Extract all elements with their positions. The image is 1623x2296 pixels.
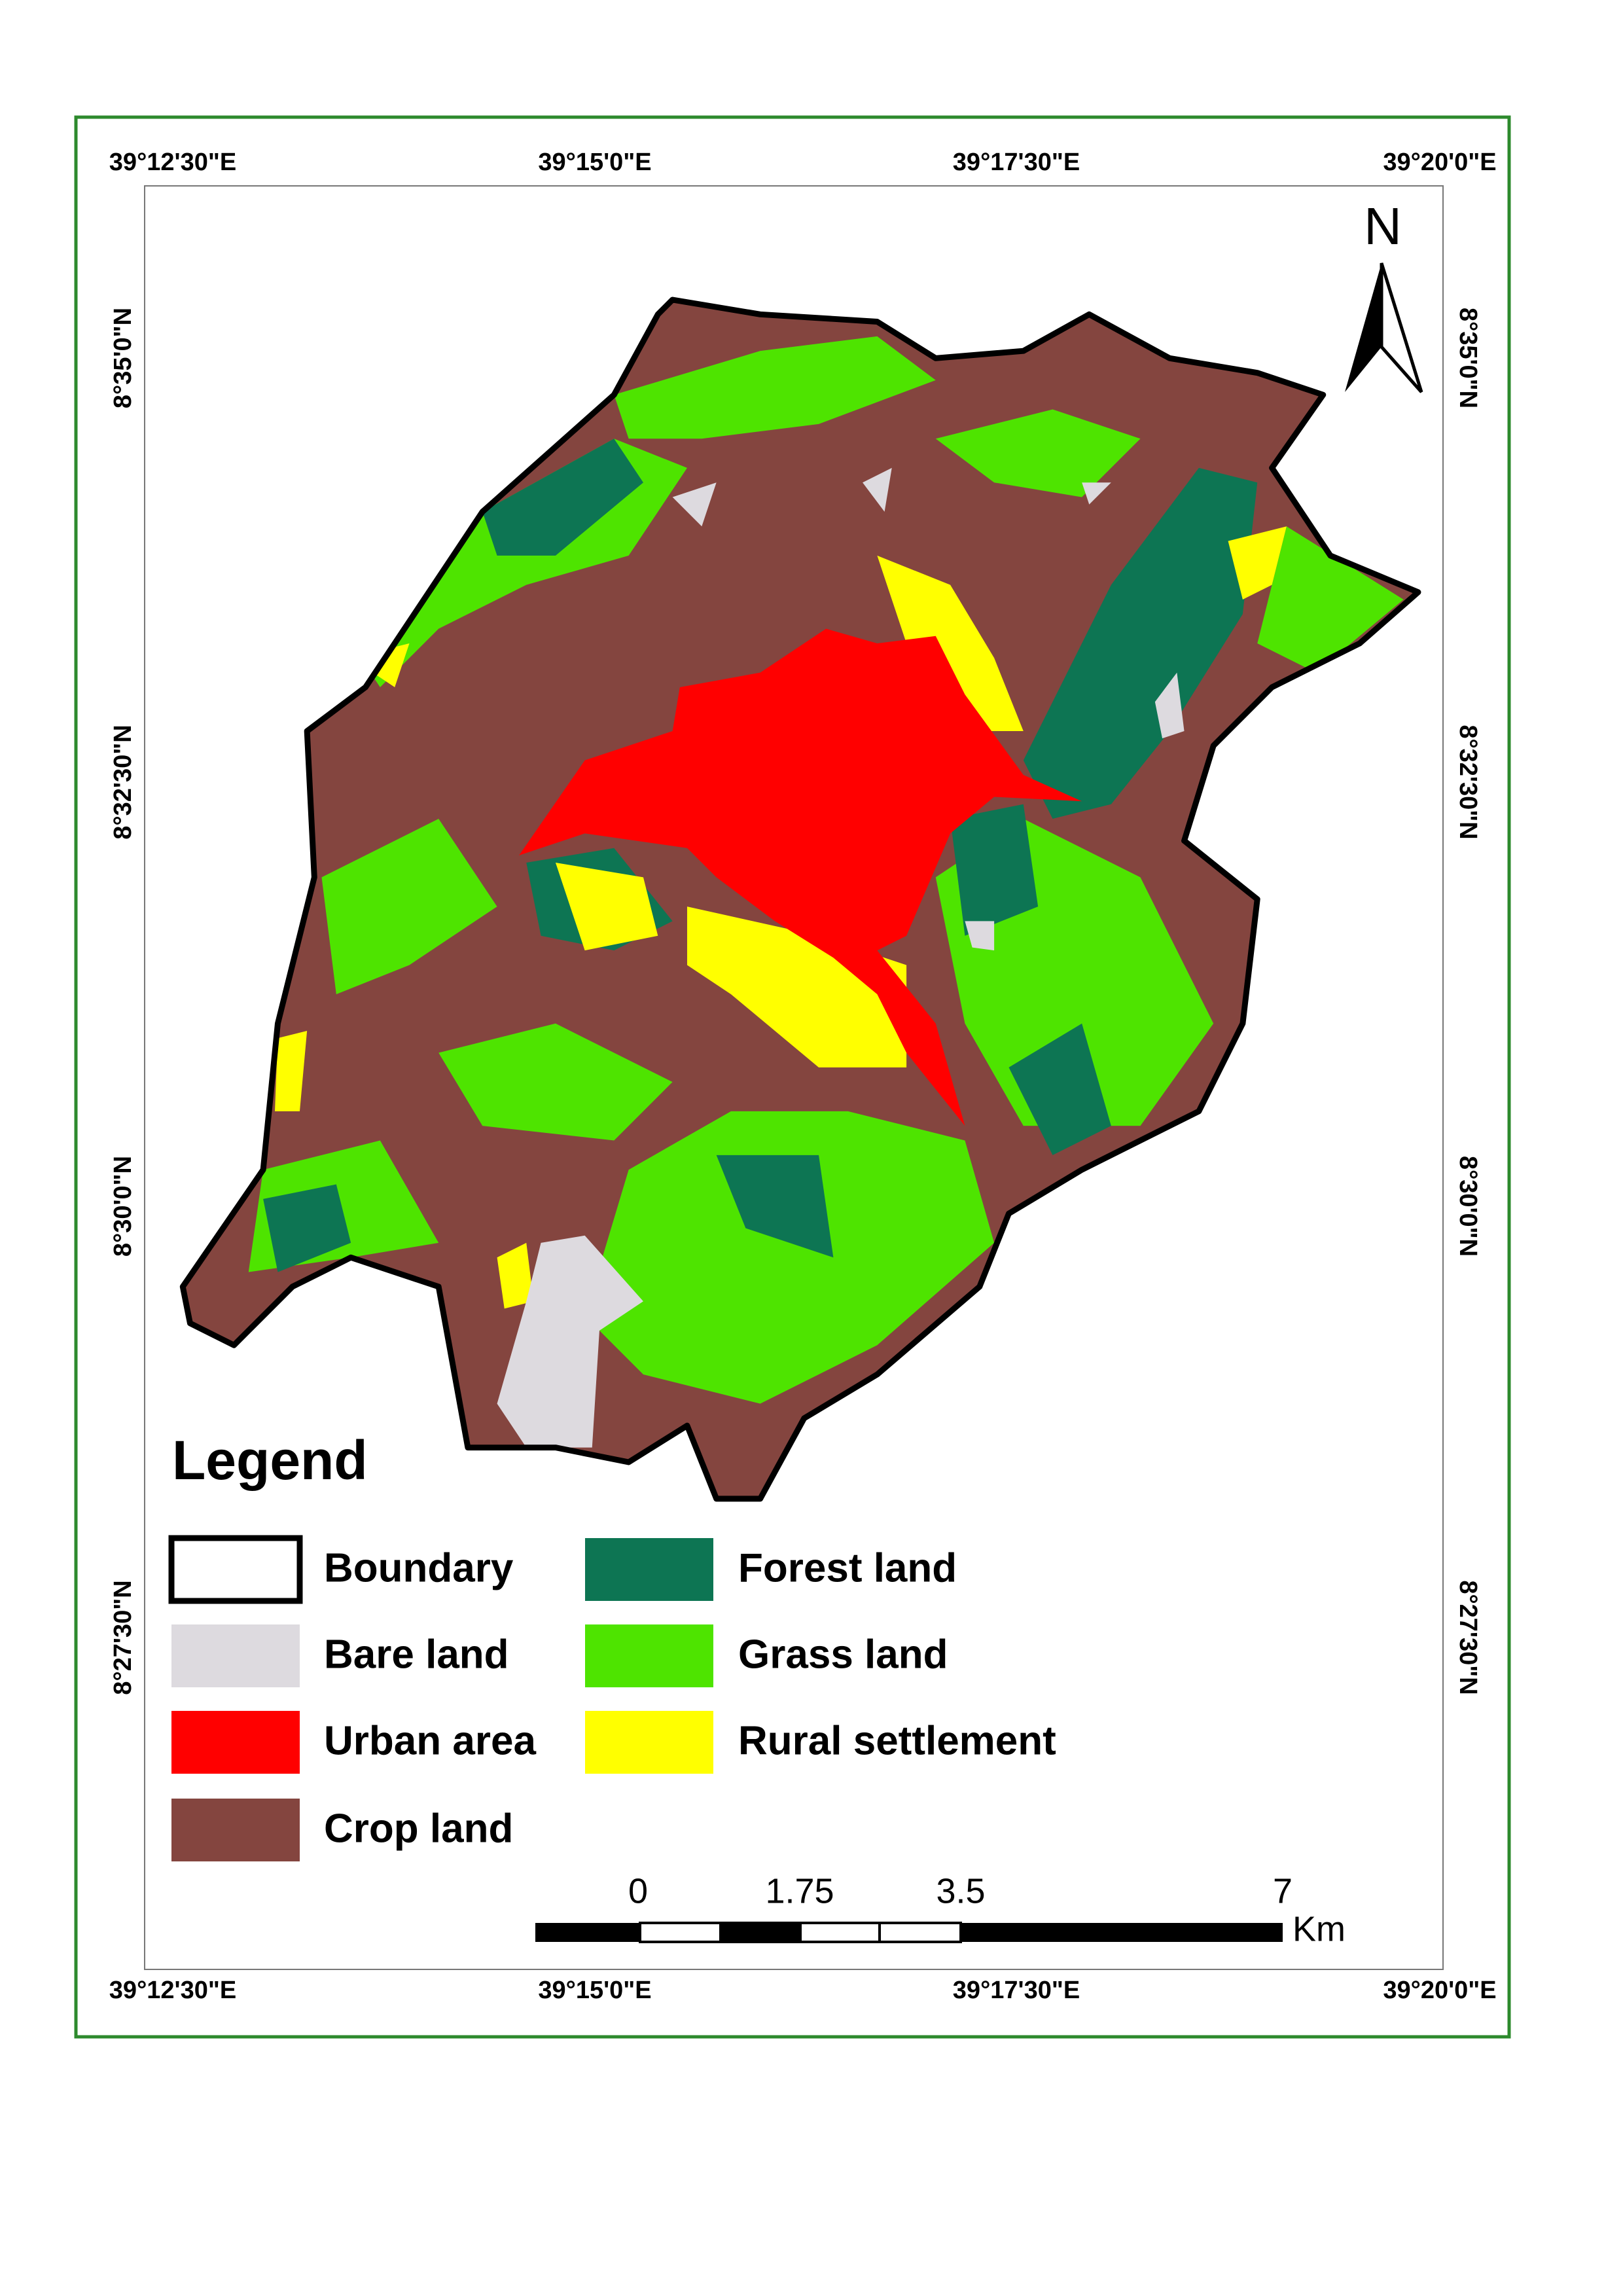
rural-patch bbox=[555, 863, 658, 951]
bottom-coord-label: 39°12'30"E bbox=[109, 1977, 236, 2004]
top-coord-label: 39°17'30"E bbox=[953, 149, 1080, 176]
legend-swatch bbox=[585, 1624, 713, 1687]
scale-segment bbox=[878, 1922, 962, 1943]
rural-patch bbox=[274, 1030, 308, 1111]
forest-patch bbox=[716, 1155, 834, 1258]
legend-label: Crop land bbox=[324, 1806, 513, 1851]
scale-label: 0 bbox=[628, 1871, 648, 1910]
legend-label: Forest land bbox=[738, 1545, 957, 1590]
land-cover-map bbox=[146, 278, 1462, 1520]
top-coord-label: 39°12'30"E bbox=[109, 149, 236, 176]
bare-patch bbox=[497, 1235, 643, 1448]
top-coord-label: 39°15'0"E bbox=[538, 149, 651, 176]
forest-patch bbox=[263, 1184, 351, 1272]
outer-frame bbox=[74, 115, 1511, 2039]
left-coord-label: 8°27'30"N bbox=[109, 1580, 137, 1695]
grass-patch bbox=[614, 336, 936, 439]
left-coord-label: 8°32'30"N bbox=[109, 725, 137, 839]
legend-swatch bbox=[171, 1624, 300, 1687]
top-coord-label: 39°20'0"E bbox=[1383, 149, 1496, 176]
scale-segment bbox=[535, 1923, 640, 1942]
forest-patch bbox=[950, 804, 1039, 936]
neatline bbox=[144, 185, 1444, 1970]
bare-patch bbox=[672, 482, 717, 527]
bottom-coord-label: 39°20'0"E bbox=[1383, 1977, 1496, 2004]
left-coord-label: 8°30'0"N bbox=[109, 1156, 137, 1257]
grass-patch bbox=[1257, 526, 1404, 673]
legend-label: Urban area bbox=[324, 1718, 536, 1763]
legend-label: Rural settlement bbox=[738, 1718, 1056, 1763]
scale-segment bbox=[719, 1923, 800, 1942]
right-coord-label: 8°30'0"N bbox=[1454, 1156, 1482, 1257]
bare-patch bbox=[965, 921, 995, 951]
bare-patch bbox=[863, 467, 892, 512]
rural-patch bbox=[1228, 526, 1287, 600]
legend-label: Boundary bbox=[324, 1545, 514, 1590]
rural-patch bbox=[497, 1242, 534, 1309]
bottom-coord-label: 39°17'30"E bbox=[953, 1977, 1080, 2004]
right-coord-label: 8°35'0"N bbox=[1454, 308, 1482, 408]
grass-patch bbox=[935, 409, 1141, 497]
right-coord-label: 8°27'30"N bbox=[1454, 1580, 1482, 1695]
legend-label: Bare land bbox=[324, 1632, 509, 1677]
scale-label: 1.75 bbox=[765, 1871, 834, 1910]
bare-patch bbox=[1082, 482, 1111, 505]
left-coord-label: 8°35'0"N bbox=[109, 308, 137, 408]
scale-segment bbox=[639, 1922, 881, 1943]
legend-swatch bbox=[171, 1799, 300, 1861]
scale-segment bbox=[961, 1923, 1283, 1942]
legend-swatch bbox=[171, 1711, 300, 1774]
legend-label: Grass land bbox=[738, 1632, 948, 1677]
legend-swatch bbox=[585, 1711, 713, 1774]
north-arrow-left bbox=[1345, 263, 1382, 392]
scale-label: 7 bbox=[1273, 1871, 1293, 1910]
right-coord-label: 8°32'30"N bbox=[1454, 725, 1482, 839]
forest-patch bbox=[1008, 1023, 1111, 1155]
bare-patch bbox=[1154, 672, 1185, 739]
scale-label: 3.5 bbox=[936, 1871, 985, 1910]
legend-swatch bbox=[168, 1535, 303, 1604]
bottom-coord-label: 39°15'0"E bbox=[538, 1977, 651, 2004]
forest-patch bbox=[1023, 467, 1258, 819]
north-arrow: N bbox=[1345, 197, 1423, 393]
legend-swatch bbox=[585, 1538, 713, 1601]
north-label: N bbox=[1364, 197, 1402, 255]
grass-patch bbox=[584, 1111, 995, 1404]
rural-patch bbox=[877, 555, 1024, 731]
forest-patch bbox=[482, 439, 643, 556]
north-arrow-right bbox=[1380, 262, 1423, 393]
legend-title: Legend bbox=[172, 1429, 368, 1491]
urban-area bbox=[519, 628, 1082, 1126]
grass-patch bbox=[321, 819, 497, 995]
scale-unit: Km bbox=[1293, 1909, 1346, 1948]
